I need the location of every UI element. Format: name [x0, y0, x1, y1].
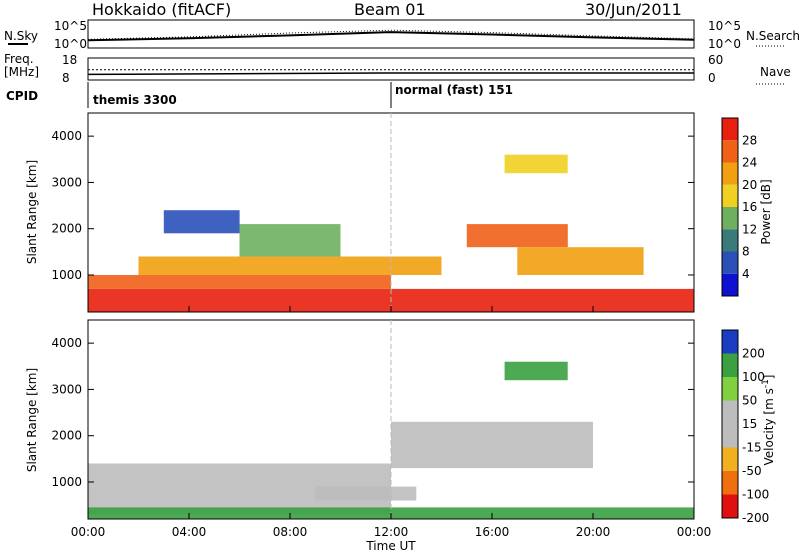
power-colorbar-swatch [722, 207, 738, 230]
velocity-colorbar-tick-label: 100 [742, 370, 765, 384]
velocity-y-axis: 1000 2000 3000 4000 [51, 336, 694, 489]
velocity-colorbar-swatch [722, 471, 738, 495]
heatmap-cell [466, 224, 568, 248]
heatmap-cell [391, 421, 593, 469]
power-y-tick-label: 2000 [51, 222, 82, 236]
power-colorbar-tick-label: 8 [742, 245, 750, 259]
power-colorbar-tick-label: 12 [742, 222, 757, 236]
velocity-colorbar-label-main: Velocity [m s [762, 388, 776, 465]
velocity-colorbar-swatch [722, 447, 738, 471]
freq-panel-frame [87, 57, 695, 81]
velocity-y-tick-label: 3000 [51, 382, 82, 396]
freq-right-tick-bottom: 0 [708, 71, 716, 85]
freq-series-group [87, 69, 694, 76]
velocity-colorbar-tick-label: 200 [742, 347, 765, 361]
power-ylabel: Slant Range [km] [25, 160, 39, 264]
power-colorbar-frame [721, 117, 739, 297]
x-tick-label: 12:00 [374, 525, 409, 539]
x-tick-label: 20:00 [576, 525, 611, 539]
freq-left-tick-top: 18 [62, 53, 77, 67]
velocity-colorbar-tick-label: 50 [742, 394, 757, 408]
power-colorbar-swatch [722, 140, 738, 163]
heatmap-cell [88, 275, 391, 289]
velocity-colorbar-swatch [722, 400, 738, 424]
velocity-colorbar-swatch [722, 330, 738, 354]
power-colorbar-swatch [722, 273, 738, 297]
velocity-colorbar-tick-label: 15 [742, 417, 757, 431]
power-colorbar-tick-label: 20 [742, 178, 757, 192]
velocity-colorbar-tick-label: -50 [742, 464, 762, 478]
date-title: 30/Jun/2011 [585, 0, 682, 19]
velocity-colorbar-tick-label: -100 [742, 488, 769, 502]
freq-label-line2: [MHz] [4, 65, 39, 79]
power-colorbar-swatch [722, 229, 738, 252]
cpid-mode-2: normal (fast) 151 [395, 83, 513, 97]
velocity-colorbar: 200 100 50 15 -15 -50 -100 -200 [721, 329, 769, 525]
velocity-colorbar-swatch [722, 424, 738, 448]
heatmap-cell [239, 224, 341, 257]
power-colorbar-label: Power [dB] [759, 179, 773, 244]
x-tick-label: 04:00 [172, 525, 207, 539]
power-y-tick-label: 3000 [51, 175, 82, 189]
heatmap-cell [517, 247, 644, 275]
power-colorbar: 4 8 12 16 20 24 28 [721, 117, 757, 297]
velocity-y-tick-label: 2000 [51, 429, 82, 443]
freq-left-tick-bottom: 8 [62, 71, 70, 85]
velocity-ylabel: Slant Range [km] [25, 368, 39, 472]
noise-left-tick-bottom: 10^0 [54, 37, 87, 51]
velocity-colorbar-label-sup: -1 [761, 379, 771, 388]
power-y-axis: 1000 2000 3000 4000 [51, 129, 694, 282]
velocity-y-tick-label: 1000 [51, 475, 82, 489]
velocity-colorbar-swatch [722, 353, 738, 377]
velocity-colorbar-tick-label: -200 [742, 511, 769, 525]
velocity-colorbar-tick-label: -15 [742, 441, 762, 455]
power-colorbar-tick-label: 4 [742, 267, 750, 281]
cpid-mode-1: themis 3300 [93, 93, 177, 107]
heatmap-cell [138, 256, 442, 275]
heatmap-cell [315, 486, 417, 501]
power-colorbar-swatch [722, 162, 738, 185]
heatmap-cell [504, 361, 568, 381]
velocity-colorbar-swatch [722, 377, 738, 401]
power-colorbar-tick-label: 28 [742, 133, 757, 147]
x-tick-label: 08:00 [273, 525, 308, 539]
noise-right-tick-top: 10^5 [708, 19, 741, 33]
beam-title: Beam 01 [354, 0, 426, 19]
freq-series-line [87, 72, 694, 76]
power-colorbar-tick-label: 16 [742, 200, 757, 214]
x-axis-label: Time UT [365, 539, 416, 553]
freq-right-tick-top: 60 [708, 53, 723, 67]
cpid-label: CPID [6, 89, 38, 103]
noise-left-label: N.Sky [4, 29, 38, 43]
x-tick-label: 00:00 [71, 525, 106, 539]
noise-left-tick-top: 10^5 [54, 19, 87, 33]
velocity-colorbar-frame [721, 329, 739, 519]
velocity-colorbar-label-end: ] [762, 375, 776, 380]
x-tick-label: 00:00 [677, 525, 712, 539]
noise-panel-frame [87, 19, 695, 49]
noise-series-line [87, 29, 695, 40]
station-title: Hokkaido (fitACF) [92, 0, 231, 19]
velocity-colorbar-swatch [722, 494, 738, 518]
noise-right-label: N.Search [746, 29, 800, 43]
velocity-colorbar-label: Velocity [m s-1] [761, 375, 776, 466]
power-colorbar-swatch [722, 118, 738, 141]
power-y-tick-label: 1000 [51, 268, 82, 282]
freq-label-line1: Freq. [4, 52, 34, 66]
noise-right-tick-bottom: 10^0 [708, 37, 741, 51]
noise-series-group [87, 29, 695, 42]
power-colorbar-swatch [722, 184, 738, 208]
heatmap-cell [163, 210, 240, 234]
x-tick-label: 16:00 [475, 525, 510, 539]
heatmap-cell [504, 154, 568, 174]
x-axis: 00:00 04:00 08:00 12:00 16:00 20:00 00:00 [71, 306, 712, 539]
nave-label: Nave [760, 65, 791, 79]
power-y-tick-label: 4000 [51, 129, 82, 143]
velocity-y-tick-label: 4000 [51, 336, 82, 350]
noise-series-line [87, 31, 695, 42]
power-colorbar-tick-label: 24 [742, 156, 757, 170]
power-colorbar-swatch [722, 251, 738, 274]
